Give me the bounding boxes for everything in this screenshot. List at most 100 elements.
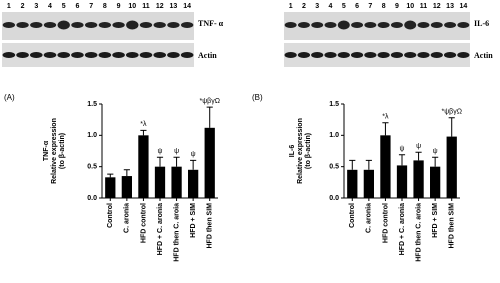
- lane-label: 7: [89, 3, 93, 10]
- band: [2, 52, 16, 58]
- lane-label: 12: [156, 3, 164, 10]
- band: [324, 52, 337, 58]
- annotation: ψ: [400, 146, 405, 153]
- error-bar: [398, 154, 406, 166]
- band: [16, 52, 29, 58]
- x-tick-label: HFD control: [382, 203, 389, 243]
- band: [457, 52, 470, 58]
- x-tick-label: HFD + SIM: [190, 203, 197, 238]
- y-tick-label: 0.5: [329, 164, 339, 171]
- lane-label: 5: [62, 3, 66, 10]
- bar: [446, 136, 457, 198]
- error-bar: [448, 117, 455, 137]
- band: [153, 52, 167, 58]
- blot-control-label: Actin: [474, 51, 493, 60]
- band: [43, 52, 57, 58]
- band: [390, 22, 403, 28]
- lane-label: 5: [342, 3, 346, 10]
- lane-label: 11: [142, 3, 150, 10]
- band: [153, 22, 166, 28]
- band: [324, 22, 337, 28]
- band: [404, 52, 417, 58]
- lane-label: 3: [34, 3, 38, 10]
- band: [57, 52, 71, 58]
- lane-label: 11: [420, 3, 428, 10]
- annotation: *ψβγΩ: [199, 98, 219, 105]
- band: [2, 22, 16, 28]
- band: [139, 52, 153, 58]
- y-tick-label: 0.5: [87, 164, 97, 171]
- panel-label: (B): [252, 93, 263, 102]
- band: [71, 52, 84, 58]
- band: [297, 22, 310, 28]
- x-tick-label: HFD then C. aroia: [415, 203, 422, 262]
- blot-control-label: Actin: [198, 51, 217, 60]
- band: [364, 22, 377, 28]
- lane-label: 6: [75, 3, 79, 10]
- annotation: ψ: [416, 143, 421, 150]
- y-axis-label: Relative expression: [297, 118, 304, 184]
- error-bar: [365, 159, 372, 170]
- band: [351, 22, 364, 28]
- x-tick-label: HFD + C. aronia: [399, 203, 406, 255]
- x-tick-label: Control: [107, 203, 114, 228]
- panel-label: (A): [4, 93, 15, 102]
- lane-label: 10: [406, 3, 414, 10]
- error-bar: [140, 129, 147, 136]
- band: [337, 52, 350, 58]
- x-tick-label: HFD + C. aronia: [157, 203, 164, 255]
- band: [84, 52, 98, 58]
- bar: [396, 165, 408, 198]
- bar: [380, 135, 391, 198]
- y-tick-label: 1.5: [87, 101, 97, 108]
- band: [457, 22, 470, 28]
- annotation: *λ: [140, 121, 147, 128]
- x-tick-label: HFD then SIM: [449, 203, 456, 249]
- x-tick-label: HFD control: [140, 203, 147, 243]
- y-tick-label: 1.0: [87, 132, 97, 139]
- blot-target-label: IL-6: [474, 19, 489, 28]
- x-tick-label: C. aronia: [124, 203, 131, 233]
- lane-label: 4: [329, 3, 333, 10]
- x-tick-label: Control: [349, 203, 356, 228]
- band: [377, 52, 390, 58]
- error-bar: [415, 151, 422, 161]
- annotation: ψ: [191, 151, 196, 158]
- band: [311, 52, 324, 58]
- band: [417, 52, 430, 58]
- bar: [171, 166, 182, 198]
- band: [364, 52, 377, 58]
- lane-label: 7: [368, 3, 372, 10]
- y-axis-label: (to β-actin): [305, 133, 312, 169]
- annotation: *ψβγΩ: [441, 109, 461, 116]
- band: [180, 52, 194, 58]
- band: [284, 22, 297, 28]
- band: [337, 20, 350, 30]
- bar: [154, 166, 166, 198]
- lane-label: 8: [382, 3, 386, 10]
- band: [284, 52, 297, 58]
- band: [112, 52, 125, 58]
- bar: [105, 177, 116, 198]
- band: [377, 22, 390, 28]
- band: [390, 52, 404, 58]
- y-axis-label: (to β-actin): [59, 133, 66, 169]
- bar: [138, 135, 149, 198]
- band: [43, 22, 57, 28]
- lane-label: 10: [128, 3, 136, 10]
- band: [30, 22, 43, 28]
- x-tick-label: HFD + SIM: [432, 203, 439, 238]
- y-tick-label: 1.5: [329, 101, 339, 108]
- lane-label: 3: [315, 3, 319, 10]
- lane-label: 13: [446, 3, 454, 10]
- error-bar: [123, 169, 130, 177]
- lane-label: 1: [7, 3, 11, 10]
- band: [167, 52, 180, 58]
- lane-label: 9: [117, 3, 121, 10]
- error-bar: [190, 159, 197, 170]
- lane-label: 13: [170, 3, 178, 10]
- band: [444, 22, 457, 28]
- x-tick-label: HFD then C. aroia: [173, 203, 180, 262]
- band: [404, 20, 417, 30]
- annotation: ψ: [174, 148, 179, 155]
